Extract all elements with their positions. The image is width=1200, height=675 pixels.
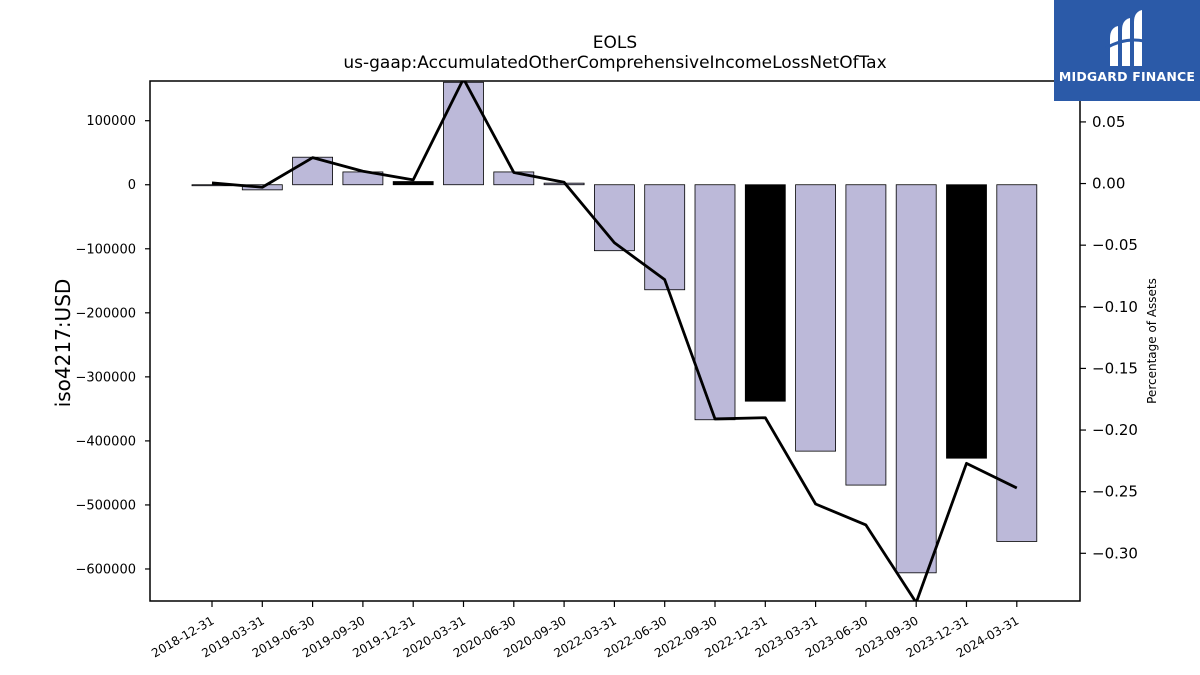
logo-text: MIDGARD FINANCE <box>1058 69 1196 84</box>
ytick-label: −300000 <box>75 370 136 385</box>
brand-logo: MIDGARD FINANCE <box>1054 0 1200 101</box>
ytick-label: −500000 <box>75 498 136 513</box>
bar-2022-09-30 <box>694 184 736 421</box>
bar-2023-12-31 <box>946 184 987 459</box>
line-group <box>211 81 1018 601</box>
ytick-label: −200000 <box>75 306 136 321</box>
bar-2020-03-31 <box>443 81 484 186</box>
left-axis-ticks: 100000 0 −100000 −200000 −300000 −400000 −5000… <box>75 114 150 577</box>
ytick-label: −400000 <box>75 434 136 449</box>
bars-group <box>191 81 1038 574</box>
y2tick-label: −0.10 <box>1092 298 1138 316</box>
plot-frame <box>149 80 1081 602</box>
logo-mark-icon <box>1105 10 1149 66</box>
x-axis-ticks: 2018-12-312019-03-312019-06-302019-09-30… <box>149 601 1021 660</box>
ytick-label: 0 <box>128 178 136 193</box>
y2tick-label: 0.00 <box>1092 175 1125 193</box>
y2tick-label: −0.05 <box>1092 236 1138 254</box>
bar-2022-03-31 <box>594 184 635 252</box>
bar-2022-12-31 <box>744 184 786 402</box>
y2-axis-label: Percentage of Assets <box>1145 278 1159 404</box>
y2tick-label: −0.20 <box>1092 421 1138 439</box>
y2tick-label: −0.15 <box>1092 359 1138 377</box>
bar-2023-03-31 <box>795 184 836 452</box>
bar-2022-06-30 <box>644 184 686 291</box>
chart-subtitle: us-gaap:AccumulatedOtherComprehensiveInc… <box>343 53 886 73</box>
y2tick-label: 0.05 <box>1092 113 1125 131</box>
bar-2023-09-30 <box>895 184 937 574</box>
chart-title: EOLS <box>593 33 637 53</box>
y2tick-label: −0.30 <box>1092 544 1138 562</box>
ytick-label: 100000 <box>86 114 136 129</box>
percentage-line <box>211 81 1018 601</box>
ytick-label: −600000 <box>75 562 136 577</box>
y2tick-label: −0.25 <box>1092 483 1138 501</box>
y-axis-label: iso4217:USD <box>51 279 75 408</box>
right-axis-ticks: 0.05 0.00 −0.05 −0.10 −0.15 −0.20 −0.25 −0.30 <box>1080 113 1138 562</box>
bar-2019-12-31 <box>392 181 434 186</box>
bar-2023-06-30 <box>845 184 887 486</box>
ytick-label: −100000 <box>75 242 136 257</box>
